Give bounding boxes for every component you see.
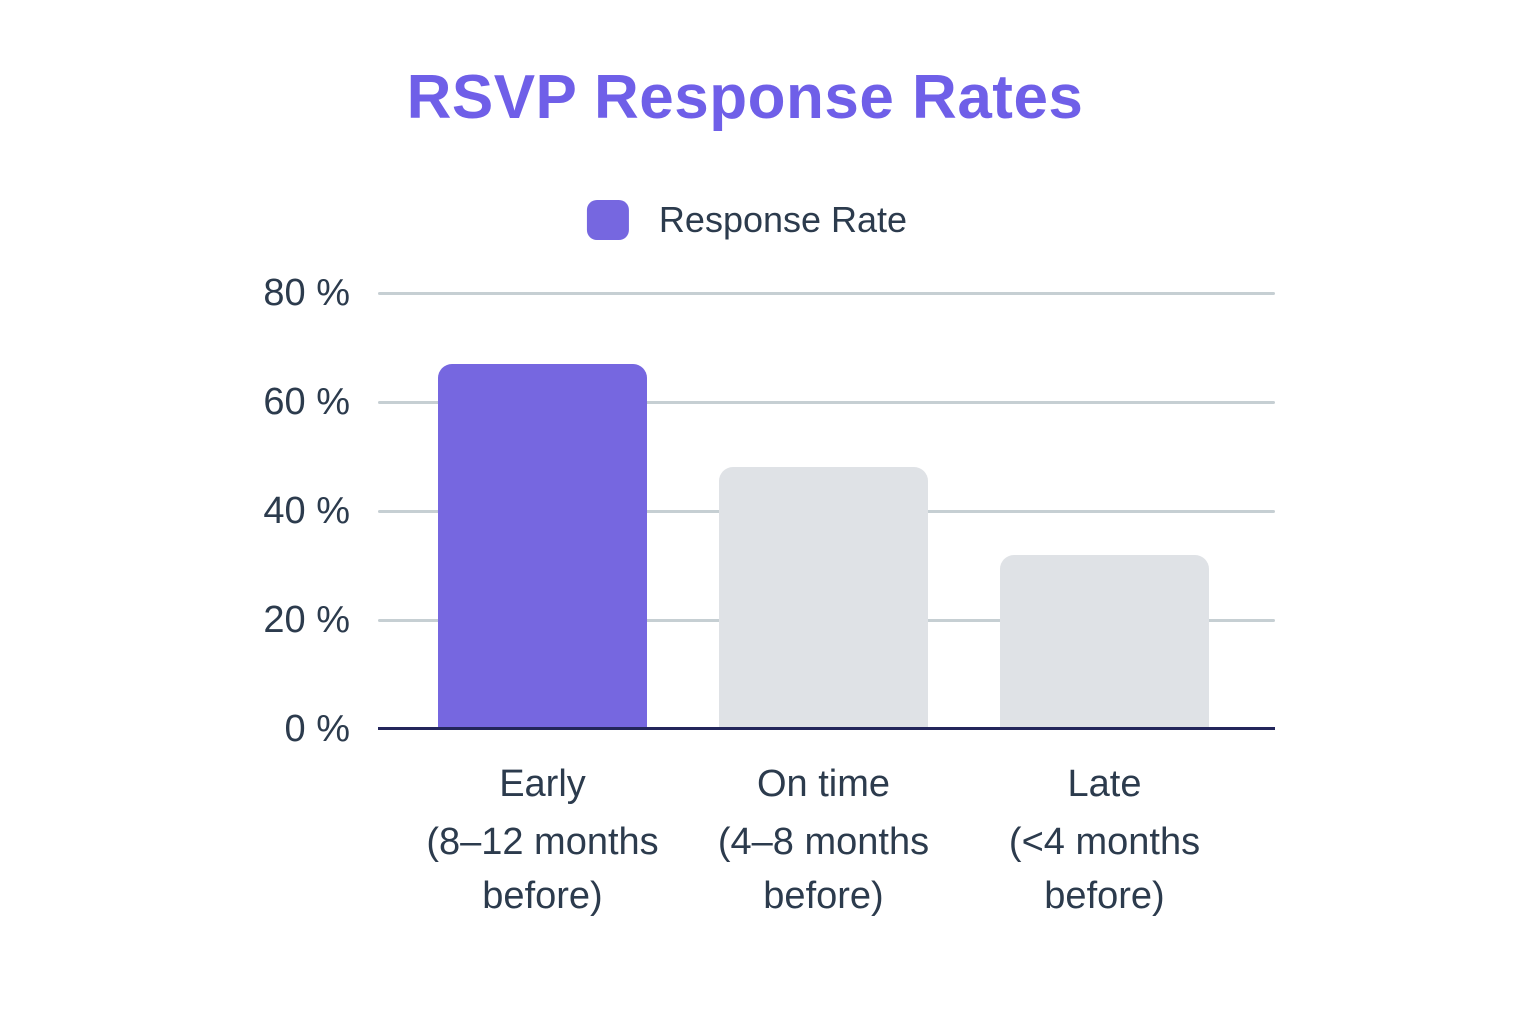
y-tick-label-60: 60 % — [263, 381, 350, 423]
category-name: Late — [1067, 763, 1142, 805]
x-label-late: Late (<4 months before) — [945, 757, 1265, 923]
y-tick-label-40: 40 % — [263, 490, 350, 532]
chart-title: RSVP Response Rates — [406, 63, 1084, 132]
category-name: Early — [499, 763, 586, 805]
category-subline: before) — [482, 875, 603, 917]
category-subline: before) — [1044, 875, 1165, 917]
legend-swatch-icon — [586, 200, 629, 240]
x-label-on-time: On time (4–8 months before) — [664, 757, 984, 923]
category-name: On time — [756, 763, 891, 805]
bar-on-time[interactable] — [719, 467, 928, 729]
bar-early[interactable] — [438, 363, 647, 729]
y-tick-label-80: 80 % — [263, 272, 350, 314]
legend-label: Response Rate — [658, 199, 908, 240]
gridline-80 — [378, 291, 1275, 295]
category-subline: (4–8 months — [717, 821, 930, 863]
bar-late[interactable] — [1000, 554, 1209, 729]
y-tick-label-0: 0 % — [284, 708, 350, 750]
legend-item-response-rate[interactable]: Response Rate — [586, 199, 908, 241]
gridline-60 — [378, 400, 1275, 404]
x-axis-line — [378, 727, 1275, 730]
plot-area — [378, 291, 1275, 729]
category-subline: (8–12 months — [426, 821, 659, 863]
y-tick-label-20: 20 % — [263, 599, 350, 641]
category-subline: before) — [763, 875, 884, 917]
category-subline: (<4 months — [1008, 821, 1201, 863]
x-label-early: Early (8–12 months before) — [383, 757, 703, 923]
